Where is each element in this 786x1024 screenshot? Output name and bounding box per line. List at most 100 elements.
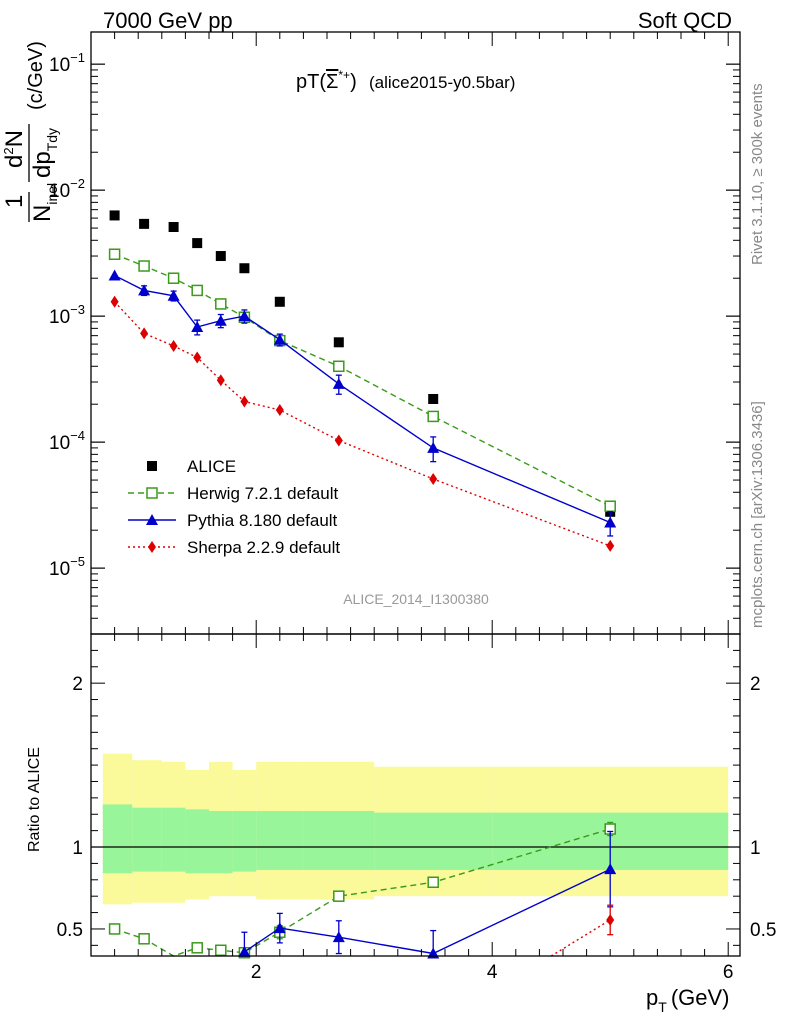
ratio-tick-label-left: 1 [72,838,83,859]
svg-text:dpTdy: dpTdy [29,128,60,178]
herwig-ratio-point [333,890,345,902]
axes-ticks: 10−5 10−4 10−3 10−2 10−1 2 4 6 0.5 0.5 1 1 2 2 [49,32,776,983]
alice-point [192,238,203,249]
inner-band-segment [209,810,233,874]
legend-alice-label: ALICE [187,457,236,476]
y-tick-label: 10−2 [49,176,85,202]
pythia-point [167,289,180,301]
inner-band-segment [374,812,493,870]
pythia-point [273,333,286,345]
pythia-ratio-point [332,931,345,943]
y-tick-label: 10−3 [49,302,85,328]
legend-sherpa-marker [148,541,156,553]
y-tick-label: 10−1 [49,50,85,76]
herwig-ratio-point [108,923,121,935]
sherpa-point [275,403,284,416]
svg-text:Ninel: Ninel [29,183,60,222]
herwig-point [333,360,345,373]
alice-point [109,210,120,221]
plot-title: pT(Σ*+) [296,68,357,93]
sherpa-ratio-line [550,919,611,957]
alice-point [215,251,226,262]
sherpa-point [193,351,202,364]
legend-herwig-label: Herwig 7.2.1 default [187,484,338,503]
y-tick-label: 10−4 [49,428,85,454]
ratio-tick-label-right: 1 [750,838,761,859]
alice-point [239,263,250,274]
legend-pythia-marker [146,514,158,525]
alice-point [274,296,285,307]
legend: ALICE Herwig 7.2.1 default Pythia 8.180 de… [128,457,340,557]
sherpa-ratio-point [606,913,615,926]
herwig-ratio-point [215,944,227,957]
pythia-ratio-point [604,863,617,875]
herwig-point [215,298,227,310]
inner-band-segment [132,807,162,872]
sherpa-point [240,395,249,408]
alice-point [428,393,439,404]
mcplots-info: mcplots.cern.ch [arXiv:1306.3436] [749,401,766,628]
pythia-point [191,321,204,333]
herwig-point [138,260,150,272]
pythia-point [138,284,151,296]
sherpa-point [606,539,615,552]
pythia-point [214,314,227,326]
x-tick-label: 6 [723,962,734,983]
x-tick-label: 4 [487,962,498,983]
alice-point [168,221,179,232]
ratio-tick-label-left: 2 [72,674,83,695]
inner-band-segment [161,807,186,872]
main-panel-series [108,210,617,552]
analysis-watermark: ALICE_2014_I1300380 [343,591,489,607]
herwig-point [167,272,180,284]
herwig-point [191,284,203,297]
ratio-tick-label-right: 0.5 [750,920,776,941]
plot-title-tag: (alice2015-y0.5bar) [369,73,515,92]
alice-point [139,218,150,229]
ratio-panel-frame [90,633,741,957]
inner-band-segment [232,810,257,872]
legend-alice-marker [147,461,157,471]
xlabel: pT (GeV) [646,985,730,1015]
sherpa-point [334,434,343,447]
energy-label: 7000 GeV pp [103,8,233,33]
ratio-tick-label-left: 0.5 [57,920,83,941]
herwig-point [604,500,616,512]
sherpa-point [216,374,225,387]
legend-pythia-label: Pythia 8.180 default [187,511,338,530]
pythia-point [108,269,121,281]
herwig-ratio-point [191,942,203,954]
legend-herwig-marker [146,487,158,499]
inner-band-segment [185,809,209,874]
main-ylabel: 1 Ninel d2N dpTdy (c/GeV) [1,41,60,222]
herwig-line [114,253,611,507]
alice-point [333,337,344,348]
sherpa-point [169,339,178,352]
sherpa-point [140,327,149,340]
sherpa-point [110,295,119,308]
inner-band-segment [102,804,133,874]
pythia-ratio-point [273,922,286,934]
rivet-info: Rivet 3.1.10, ≥ 300k events [749,83,766,265]
sherpa-point [429,472,438,485]
herwig-point [427,410,439,423]
svg-text:d2N: d2N [1,130,28,168]
inner-band-segment [256,810,304,870]
legend-sherpa-label: Sherpa 2.2.9 default [187,538,340,557]
herwig-point [108,248,121,260]
sherpa-line [114,301,611,547]
ratio-ylabel: Ratio to ALICE [26,747,43,852]
svg-text:(c/GeV): (c/GeV) [25,41,47,110]
svg-text:1: 1 [1,195,28,208]
herwig-ratio-point [427,876,439,889]
pythia-point [238,310,251,322]
ratio-tick-label-right: 2 [750,674,761,695]
pythia-point [332,377,345,389]
pythia-point [604,516,617,528]
pythia-ratio-point [238,945,251,957]
x-tick-label: 2 [251,962,262,983]
y-tick-label: 10−5 [49,554,85,580]
category-label: Soft QCD [637,8,732,33]
pythia-line [114,274,611,524]
